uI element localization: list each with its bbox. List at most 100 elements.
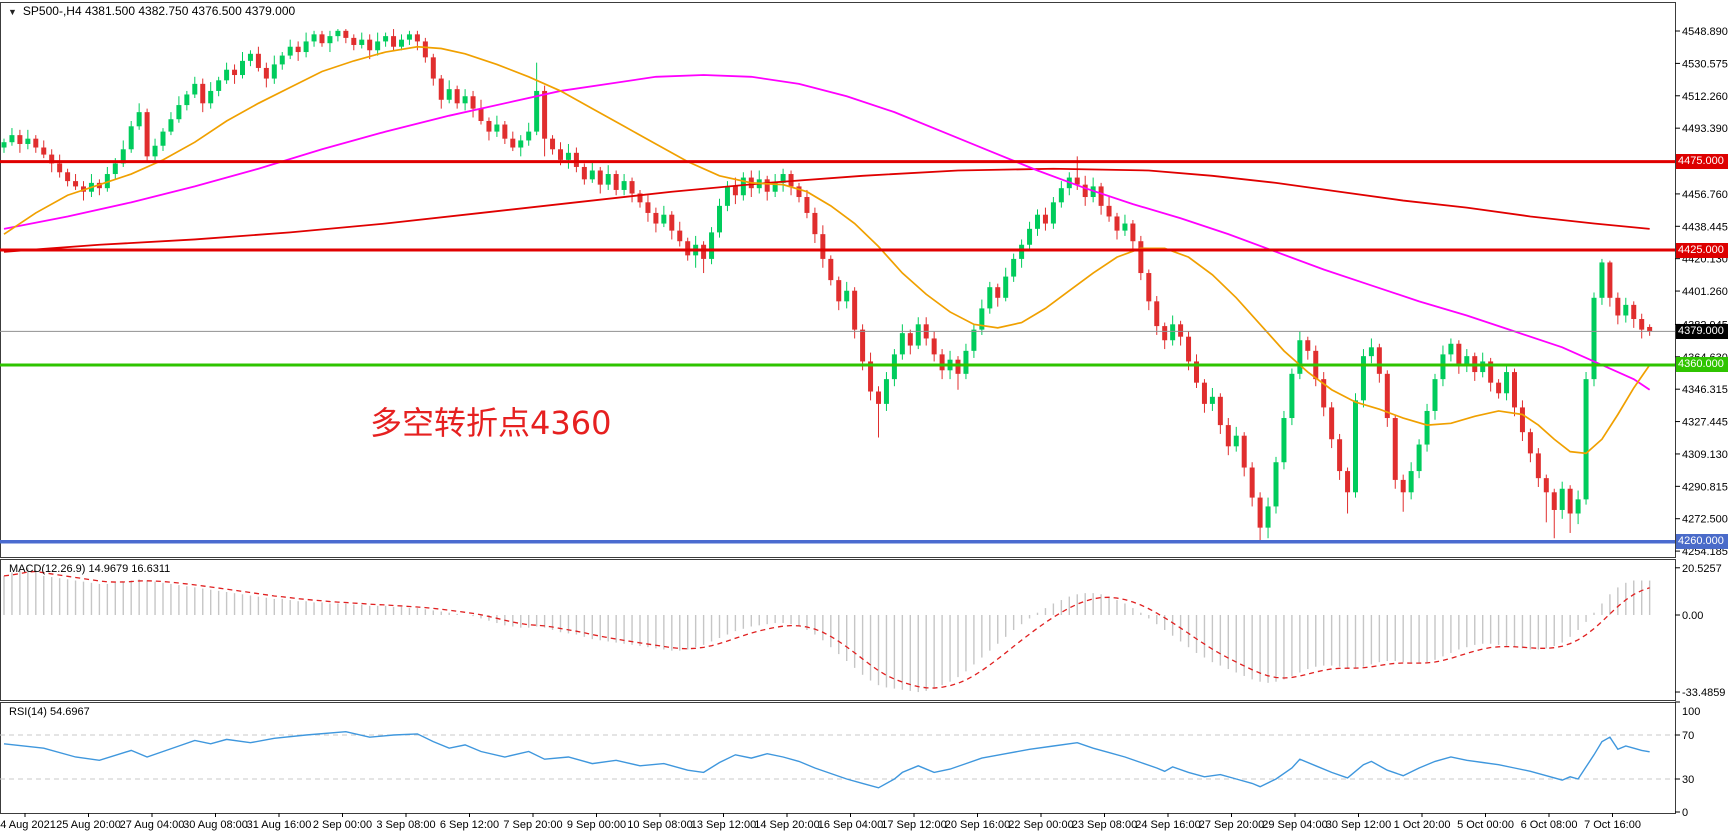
price-tick-label: 4327.445 [1682,417,1728,429]
macd-signal-line [3,570,1650,689]
rsi-indicator-label: RSI(14) 54.6967 [9,706,90,718]
bull-candle [399,34,404,51]
bear-candle [351,34,357,51]
bear-candle [438,75,444,109]
bull-candle [446,80,452,104]
bull-candle [1,138,7,153]
time-axis-label: 24 Aug 2021 [0,819,56,831]
bull-candle [311,30,317,47]
bull-candle [247,50,253,67]
bull-candle [1011,253,1017,282]
time-axis-label: 24 Sep 16:00 [1135,819,1200,831]
macd-pane[interactable]: 20.5257 0.00 -33.4859 [3,563,1725,699]
bull-candle [1623,297,1629,323]
bear-candle [645,195,651,222]
bull-candle [1464,349,1470,373]
bear-candle [931,331,937,362]
time-axis-label: 29 Sep 04:00 [1262,819,1327,831]
bear-candle [1345,467,1351,514]
bull-candle [224,62,230,84]
symbol-marker-icon: ▼ [8,7,17,17]
price-badge-4260: 4260.000 [1676,534,1728,550]
bear-candle [1106,197,1112,222]
chart-title: ▼ SP500-,H4 4381.500 4382.750 4376.500 43… [8,4,295,18]
bear-candle [852,287,858,339]
bear-candle [1543,474,1549,523]
bear-candle [1146,269,1152,311]
bull-candle [1265,497,1271,539]
bear-candle [510,131,516,152]
time-axis-label: 13 Sep 12:00 [691,819,756,831]
rsi-line [3,730,1650,789]
bull-candle [327,30,333,53]
bear-candle [1194,354,1199,388]
bull-candle [216,76,222,97]
bear-candle [200,78,206,113]
bull-candle [9,128,15,146]
bull-candle [1504,364,1510,401]
bear-candle [701,241,707,274]
rsi-pane[interactable]: 100 70 30 0 [0,701,1700,819]
bull-candle [168,112,174,136]
bear-candle [57,154,63,178]
bull-candle [1353,393,1358,498]
bull-candle [740,172,746,201]
bull-candle [136,103,142,130]
time-axis-label: 6 Oct 08:00 [1521,819,1578,831]
bull-candle [1424,403,1430,452]
time-axis-label: 22 Sep 00:00 [1008,819,1073,831]
time-axis-label: 27 Sep 20:00 [1199,819,1264,831]
bear-candle [454,85,460,109]
macd-axis-label: -33.4859 [1682,687,1725,699]
bear-candle [391,29,397,51]
bull-candle [303,32,309,58]
bull-candle [1122,214,1128,236]
price-tick-label: 4438.445 [1682,221,1728,233]
bear-candle [1201,379,1207,413]
bull-candle [1591,292,1597,387]
bear-candle [573,147,579,173]
bear-candle [33,135,39,153]
bull-candle [987,281,993,314]
bear-candle [732,177,738,205]
horizontal-level-lines [0,160,1675,544]
bull-candle [208,82,214,109]
symbol-ohlc-text: SP500-,H4 4381.500 4382.750 4376.500 437… [22,4,296,18]
bear-candle [1527,428,1533,463]
time-axis-label: 27 Aug 04:00 [120,819,185,831]
time-axis-label: 10 Sep 08:00 [627,819,692,831]
bear-candle [653,207,659,233]
bear-candle [1392,414,1398,489]
bull-candle [1297,331,1303,380]
bull-candle [899,324,905,360]
bear-candle [1376,343,1382,383]
macd-axis-label: 20.5257 [1682,563,1722,575]
moving-average-lines [3,45,1651,455]
time-axis-label: 23 Sep 08:00 [1072,819,1137,831]
bear-candle [96,179,102,196]
bear-candle [550,135,556,155]
bear-candle [828,255,834,286]
bear-candle [581,163,587,185]
bear-candle [343,29,349,44]
price-axis[interactable]: 4548.890 4530.575 4512.260 4493.390 4456.760… [1675,26,1728,558]
bear-candle [1178,320,1184,346]
bull-candle [494,115,500,137]
bear-candle [255,46,261,72]
time-axis-label: 6 Sep 12:00 [440,819,499,831]
bull-candle [287,39,293,60]
time-axis-label: 30 Aug 08:00 [183,819,248,831]
candlestick-series[interactable] [1,29,1653,542]
bear-candle [836,276,842,311]
bear-candle [73,174,79,190]
bull-candle [565,143,571,169]
bear-candle [764,175,770,201]
bull-candle [271,55,277,84]
bear-candle [995,283,1001,307]
bull-candle [375,32,381,56]
bear-candle [1098,182,1104,215]
annotation-text: 多空转折点4360 [370,404,612,442]
bull-candle [1209,387,1215,411]
